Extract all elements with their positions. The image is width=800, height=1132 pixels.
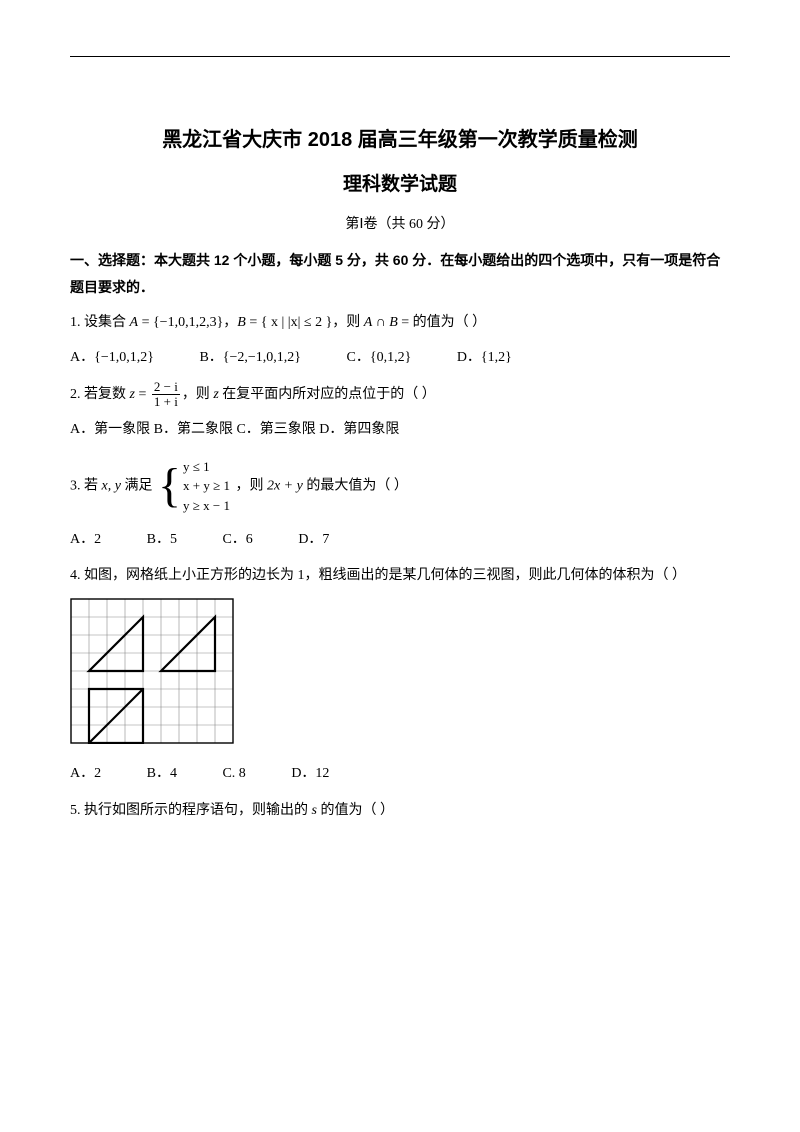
q5-text-a: 5. 执行如图所示的程序语句，则输出的 [70,803,312,818]
q2-opts-line: A．第一象限 B．第二象限 C．第三象限 D．第四象限 [70,417,399,442]
q2-fraction: 2 − i1 + i [152,380,180,410]
q3-opt-a: A．2 [70,527,101,552]
q1-A-rhs: = {−1,0,1,2,3}， [138,315,237,330]
question-5: 5. 执行如图所示的程序语句，则输出的 s 的值为（ ） [70,797,730,825]
exam-title-line1: 黑龙江省大庆市 2018 届高三年级第一次教学质量检测 [70,122,730,158]
q1-prefix: 1. 设集合 [70,315,130,330]
q3-system-lines: y ≤ 1 x + y ≥ 1 y ≥ x − 1 [183,457,230,516]
q1-tail: = 的值为（ ） [398,315,486,330]
q3-line3: y ≥ x − 1 [183,496,230,516]
q4-options: A．2 B．4 C. 8 D．12 [70,761,730,786]
q4-opt-b: B．4 [147,761,177,786]
part-label: 第Ⅰ卷（共 60 分） [70,212,730,237]
q2-den: 1 + i [152,395,180,409]
q1-B-rhs: = { x | |x| ≤ 2 }，则 [246,315,364,330]
q2-tail: 在复平面内所对应的点位于的（ ） [219,387,436,402]
q3-options: A．2 B．5 C．6 D．7 [70,527,730,552]
q1-B: B [237,315,246,330]
left-brace-icon: { [158,462,181,510]
section-1-heading: 一、选择题：本大题共 12 个小题，每小题 5 分，共 60 分．在每小题给出的… [70,247,730,300]
q3-expr: 2x + y [267,478,303,493]
q1-opt-d: D．{1,2} [457,345,512,370]
q3-mid2: ，则 [235,478,267,493]
q3-prefix: 3. 若 [70,478,102,493]
q1-A: A [130,315,139,330]
q2-mid: ，则 [182,387,214,402]
q4-opt-a: A．2 [70,761,101,786]
q3-line1: y ≤ 1 [183,457,230,477]
q2-prefix: 2. 若复数 [70,387,130,402]
q3-system: { y ≤ 1 x + y ≥ 1 y ≥ x − 1 [158,457,230,516]
q3-line2: x + y ≥ 1 [183,476,230,496]
exam-title-line2: 理科数学试题 [70,168,730,202]
q3-opt-c: C．6 [222,527,252,552]
question-1: 1. 设集合 A = {−1,0,1,2,3}，B = { x | |x| ≤ … [70,309,730,337]
q2-eq: = [135,387,150,402]
q4-opt-c: C. 8 [222,761,245,786]
three-view-grid-icon [70,598,234,744]
q3-tail: 的最大值为（ ） [303,478,408,493]
q3-xy: x, y [102,478,121,493]
q1-opt-c: C．{0,1,2} [347,345,412,370]
q4-opt-d: D．12 [291,761,329,786]
question-3: 3. 若 x, y 满足 { y ≤ 1 x + y ≥ 1 y ≥ x − 1… [70,453,730,520]
q2-num: 2 − i [152,380,180,395]
q1-opt-a: A．{−1,0,1,2} [70,345,154,370]
question-2: 2. 若复数 z = 2 − i1 + i，则 z 在复平面内所对应的点位于的（… [70,380,730,410]
q1-opt-b: B．{−2,−1,0,1,2} [199,345,301,370]
q2-options: A．第一象限 B．第二象限 C．第三象限 D．第四象限 [70,417,730,442]
q5-text-b: 的值为（ ） [317,803,394,818]
q1-expr: A ∩ B [364,315,398,330]
page-top-rule [70,56,730,57]
q4-figure [70,598,730,753]
q3-opt-d: D．7 [298,527,329,552]
q3-mid1: 满足 [121,478,156,493]
question-4: 4. 如图，网格纸上小正方形的边长为 1，粗线画出的是某几何体的三视图，则此几何… [70,562,730,590]
q3-opt-b: B．5 [147,527,177,552]
q1-options: A．{−1,0,1,2} B．{−2,−1,0,1,2} C．{0,1,2} D… [70,345,730,370]
